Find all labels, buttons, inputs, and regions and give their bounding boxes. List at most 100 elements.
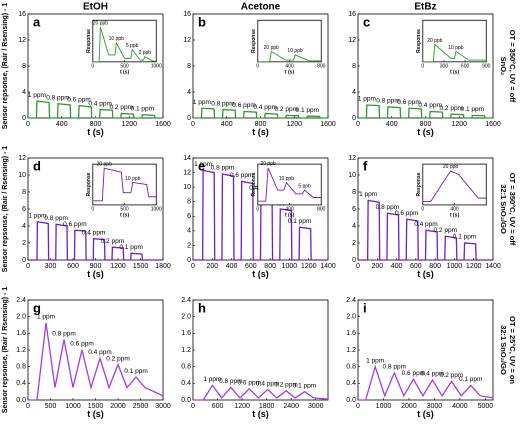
y-tick-label: 8: [187, 199, 191, 206]
x-tick-label: 0: [191, 403, 195, 410]
y-tick-label: 14: [183, 155, 191, 162]
x-tick-label: 400: [221, 121, 233, 128]
x-tick-label: 1000: [447, 263, 463, 270]
x-tick-label: 0: [421, 64, 424, 70]
y-axis-label: Response: [86, 29, 92, 53]
x-tick-label: 900: [482, 64, 491, 70]
y-tick-label: 0.0: [346, 397, 356, 404]
data-line: [422, 43, 487, 63]
y-tick-label: 16: [183, 11, 191, 18]
x-tick-label: 2000: [110, 403, 126, 410]
x-tick-label: 1000: [376, 403, 392, 410]
x-tick-label: 0: [26, 263, 30, 270]
peak-label: 0.8 ppm: [46, 94, 70, 101]
peak-label: 10 ppb: [125, 176, 141, 182]
peak-label: 1 ppm: [366, 357, 384, 364]
panel-label: d: [33, 158, 41, 173]
peak-label: 0.8 ppm: [44, 215, 68, 222]
y-tick-label: 1.2: [181, 347, 191, 354]
y-axis-label: Response: [416, 172, 422, 196]
x-tick-label: 1000: [151, 64, 162, 70]
peak-label: 0.1 ppm: [131, 105, 155, 112]
y-tick-label: 12: [183, 169, 191, 176]
x-axis-label: t (s): [417, 127, 434, 137]
y-tick-label: 0: [187, 257, 191, 264]
y-tick-label: 1.2: [16, 347, 26, 354]
y-tick-label: 4: [187, 89, 191, 96]
x-tick-label: 600: [410, 263, 422, 270]
y-tick-label: 0.8: [346, 364, 356, 371]
panel-label: h: [198, 300, 206, 315]
row-label: OT = 350°C, UV = off: [508, 30, 517, 103]
y-tick-label: 12: [348, 155, 356, 162]
x-tick-label: 400: [450, 207, 459, 213]
x-tick-label: 300: [440, 64, 449, 70]
x-tick-label: 1500: [133, 263, 149, 270]
panel-label: f: [363, 158, 368, 173]
data-line: [28, 100, 163, 119]
y-tick-label: 0.4: [346, 380, 356, 387]
y-axis-label: Response: [416, 29, 422, 53]
x-tick-label: 800: [420, 121, 432, 128]
x-tick-label: 2500: [133, 403, 149, 410]
x-axis-label: t (s): [87, 127, 104, 137]
x-tick-label: 4000: [452, 403, 468, 410]
x-tick-label: 400: [226, 263, 238, 270]
peak-label: 0.8 ppm: [211, 165, 235, 172]
peak-label: 0.2 ppm: [440, 372, 464, 379]
x-axis-label: t (s): [450, 213, 460, 219]
panel-label: b: [198, 14, 206, 29]
y-tick-label: 2.4: [346, 297, 356, 304]
peak-label: 0.6 ppm: [70, 341, 94, 348]
column-header: EtBz: [414, 2, 436, 13]
peak-label: 5 ppb: [126, 43, 139, 49]
inset-background: [257, 164, 322, 205]
row-label: OT = 350°C, UV = off: [508, 173, 517, 246]
x-tick-label: 3000: [155, 403, 171, 410]
data-line: [358, 104, 493, 119]
x-axis-label: t (s): [87, 409, 104, 419]
y-tick-label: 2: [187, 242, 191, 249]
x-tick-label: 600: [461, 64, 470, 70]
data-line: [422, 170, 487, 202]
x-tick-label: 800: [255, 121, 267, 128]
x-tick-label: 0: [26, 121, 30, 128]
y-tick-label: 2: [352, 240, 356, 247]
panel-label: i: [363, 300, 367, 315]
y-tick-label: 1.6: [16, 330, 26, 337]
x-axis-label: t (s): [252, 269, 269, 279]
peak-label: 0.1 ppm: [459, 376, 483, 383]
peak-label: 1 ppm: [194, 161, 212, 168]
row-label: OT = 25°C, UV = on: [508, 316, 517, 384]
x-tick-label: 1200: [121, 121, 137, 128]
y-tick-label: 0: [352, 257, 356, 264]
data-line: [257, 167, 322, 202]
column-header: Acetone: [241, 2, 281, 13]
panel-label: e: [198, 158, 205, 173]
x-axis-label: t (s): [252, 409, 269, 419]
x-tick-label: 0: [356, 121, 360, 128]
peak-label: 0.2 ppm: [109, 104, 133, 111]
y-tick-label: 1.6: [346, 330, 356, 337]
peak-label: 1 ppm: [37, 314, 55, 321]
y-tick-label: 2.0: [181, 314, 191, 321]
x-tick-label: 500: [45, 403, 57, 410]
x-tick-label: 0: [26, 403, 30, 410]
peak-label: 0.1 ppm: [124, 368, 148, 375]
x-tick-label: 1200: [286, 121, 302, 128]
peak-label: 0.4 ppm: [88, 349, 112, 356]
y-axis-label: Sensor repsonse, (Rair / Rsensing) - 1: [2, 3, 9, 130]
y-tick-label: 1.6: [181, 330, 191, 337]
inset-background: [92, 20, 157, 62]
x-axis-label: t (s): [285, 213, 295, 219]
y-tick-label: 2.0: [16, 314, 26, 321]
y-tick-label: 16: [18, 11, 26, 18]
y-axis-label: Response: [251, 172, 257, 196]
peak-label: 0.4 ppm: [253, 104, 277, 111]
data-line: [28, 220, 163, 261]
x-tick-label: 1400: [320, 263, 336, 270]
x-axis-label: t (s): [87, 269, 104, 279]
x-tick-label: 3000: [427, 403, 443, 410]
y-tick-label: 4: [352, 89, 356, 96]
x-tick-label: 1200: [451, 121, 467, 128]
